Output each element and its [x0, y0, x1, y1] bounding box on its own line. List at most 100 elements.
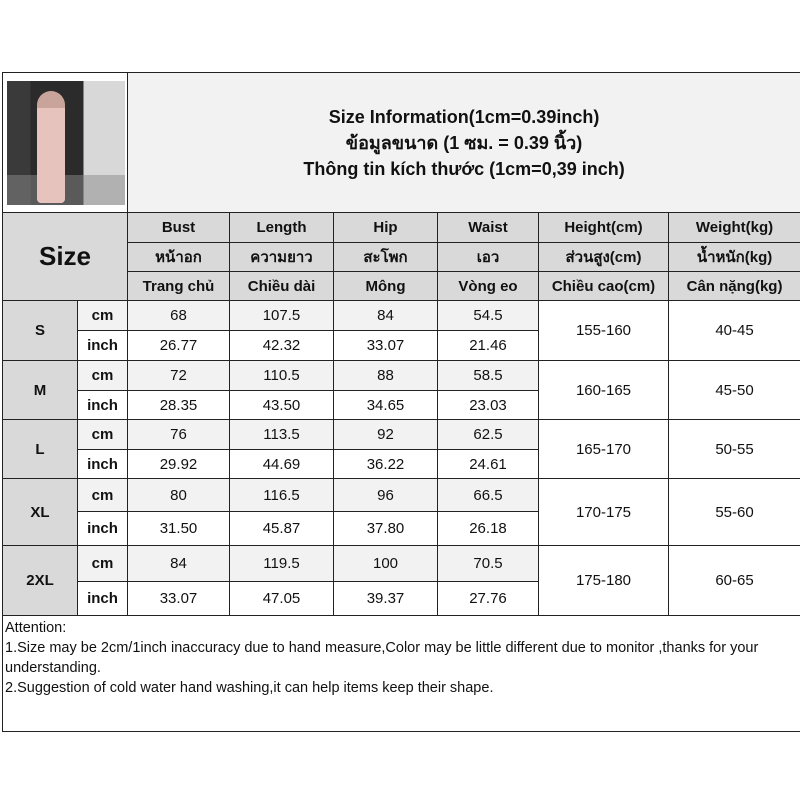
measurement-inch: 31.50 [127, 511, 230, 546]
weight-range: 55-60 [667, 478, 800, 546]
measurement-cm: 107.5 [229, 300, 334, 331]
measurement-cm: 72 [127, 360, 230, 391]
column-header-en: Height(cm) [538, 212, 669, 243]
title-vietnamese: Thông tin kích thước (1cm=0,39 inch) [303, 158, 625, 179]
attention-item-2: 2.Suggestion of cold water hand washing,… [5, 680, 494, 696]
column-header-th: หน้าอก [127, 242, 230, 272]
table-row: inch 33.07 47.05 39.37 27.76 [3, 581, 800, 616]
table-row: XL cm 80 116.5 96 66.5 170-175 55-60 [2, 478, 800, 546]
size-header: Size [2, 212, 128, 301]
measurement-cm: 84 [127, 545, 230, 582]
measurement-inch: 33.07 [127, 581, 230, 616]
unit-label: inch [77, 511, 128, 546]
measurement-inch: 21.46 [437, 330, 539, 361]
unit-label: inch [77, 581, 128, 616]
measurement-inch: 26.18 [437, 511, 539, 546]
attention-item-1: 1.Size may be 2cm/1inch inaccuracy due t… [5, 640, 759, 676]
measurement-cm: 58.5 [437, 360, 539, 391]
size-label: M [2, 360, 78, 420]
column-header-th: น้ำหนัก(kg) [667, 242, 800, 272]
unit-label: inch [77, 390, 128, 420]
height-range: 160-165 [538, 360, 669, 420]
unit-label: cm [77, 419, 128, 450]
unit-label: cm [77, 360, 128, 391]
weight-range: 45-50 [667, 360, 800, 420]
unit-label: inch [77, 449, 128, 479]
measurement-inch: 39.37 [333, 581, 438, 616]
measurement-cm: 96 [333, 478, 438, 512]
table-row: inch 31.50 45.87 37.80 26.18 [3, 511, 800, 546]
measurement-inch: 24.61 [437, 449, 539, 479]
size-info-title: Size Information(1cm=0.39inch) ข้อมูลขนา… [126, 72, 800, 213]
height-range: 175-180 [538, 545, 669, 616]
measurement-inch: 26.77 [127, 330, 230, 361]
measurement-cm: 92 [333, 419, 438, 450]
column-header-th: เอว [437, 242, 539, 272]
column-header-en: Weight(kg) [667, 212, 800, 243]
measurement-cm: 113.5 [229, 419, 334, 450]
table-row: inch 29.92 44.69 36.22 24.61 [3, 449, 800, 479]
column-header-vi: Cân nặng(kg) [667, 271, 800, 301]
measurement-inch: 27.76 [437, 581, 539, 616]
measurement-inch: 44.69 [229, 449, 334, 479]
column-header-en: Hip [333, 212, 438, 243]
height-range: 165-170 [538, 419, 669, 479]
size-label: XL [2, 478, 78, 546]
measurement-inch: 29.92 [127, 449, 230, 479]
measurement-inch: 34.65 [333, 390, 438, 420]
size-chart-table: Size Information(1cm=0.39inch) ข้อมูลขนา… [1, 72, 800, 732]
measurement-cm: 80 [127, 478, 230, 512]
column-header-vi: Vòng eo [437, 271, 539, 301]
size-label: 2XL [2, 545, 78, 616]
column-header-th: ความยาว [229, 242, 334, 272]
column-header-en: Bust [127, 212, 230, 243]
table-row: inch 28.35 43.50 34.65 23.03 [3, 390, 800, 420]
measurement-cm: 119.5 [229, 545, 334, 582]
weight-range: 40-45 [667, 300, 800, 361]
measurement-inch: 33.07 [333, 330, 438, 361]
measurement-inch: 43.50 [229, 390, 334, 420]
table-row: inch 26.77 42.32 33.07 21.46 [3, 330, 800, 361]
measurement-cm: 62.5 [437, 419, 539, 450]
height-range: 170-175 [538, 478, 669, 546]
measurement-cm: 110.5 [229, 360, 334, 391]
measurement-inch: 37.80 [333, 511, 438, 546]
unit-label: inch [77, 330, 128, 361]
measurement-inch: 36.22 [333, 449, 438, 479]
attention-heading: Attention: [5, 620, 67, 636]
measurement-cm: 88 [333, 360, 438, 391]
column-header-th: สะโพก [333, 242, 438, 272]
measurement-cm: 84 [333, 300, 438, 331]
measurement-cm: 70.5 [437, 545, 539, 582]
measurement-inch: 47.05 [229, 581, 334, 616]
measurement-inch: 23.03 [437, 390, 539, 420]
column-header-th: ส่วนสูง(cm) [538, 242, 669, 272]
measurement-inch: 45.87 [229, 511, 334, 546]
unit-label: cm [77, 478, 128, 512]
weight-range: 50-55 [667, 419, 800, 479]
column-header-en: Length [229, 212, 334, 243]
column-header-vi: Chiều dài [229, 271, 334, 301]
measurement-cm: 68 [127, 300, 230, 331]
attention-notes: Attention: 1.Size may be 2cm/1inch inacc… [1, 615, 800, 732]
title-english: Size Information(1cm=0.39inch) [328, 106, 600, 127]
measurement-cm: 54.5 [437, 300, 539, 331]
column-header-vi: Mông [333, 271, 438, 301]
table-row: 2XL cm 84 119.5 100 70.5 175-180 60-65 [2, 545, 800, 616]
unit-label: cm [77, 300, 128, 331]
measurement-cm: 76 [127, 419, 230, 450]
measurement-cm: 66.5 [437, 478, 539, 512]
size-label: L [2, 419, 78, 479]
measurement-cm: 100 [333, 545, 438, 582]
title-thai: ข้อมูลขนาด (1 ซม. = 0.39 นิ้ว) [345, 132, 583, 153]
weight-range: 60-65 [667, 545, 800, 616]
column-header-en: Waist [437, 212, 539, 243]
measurement-cm: 116.5 [229, 478, 334, 512]
size-label: S [2, 300, 78, 361]
measurement-inch: 28.35 [127, 390, 230, 420]
product-photo [2, 72, 128, 213]
column-header-vi: Trang chủ [127, 271, 230, 301]
